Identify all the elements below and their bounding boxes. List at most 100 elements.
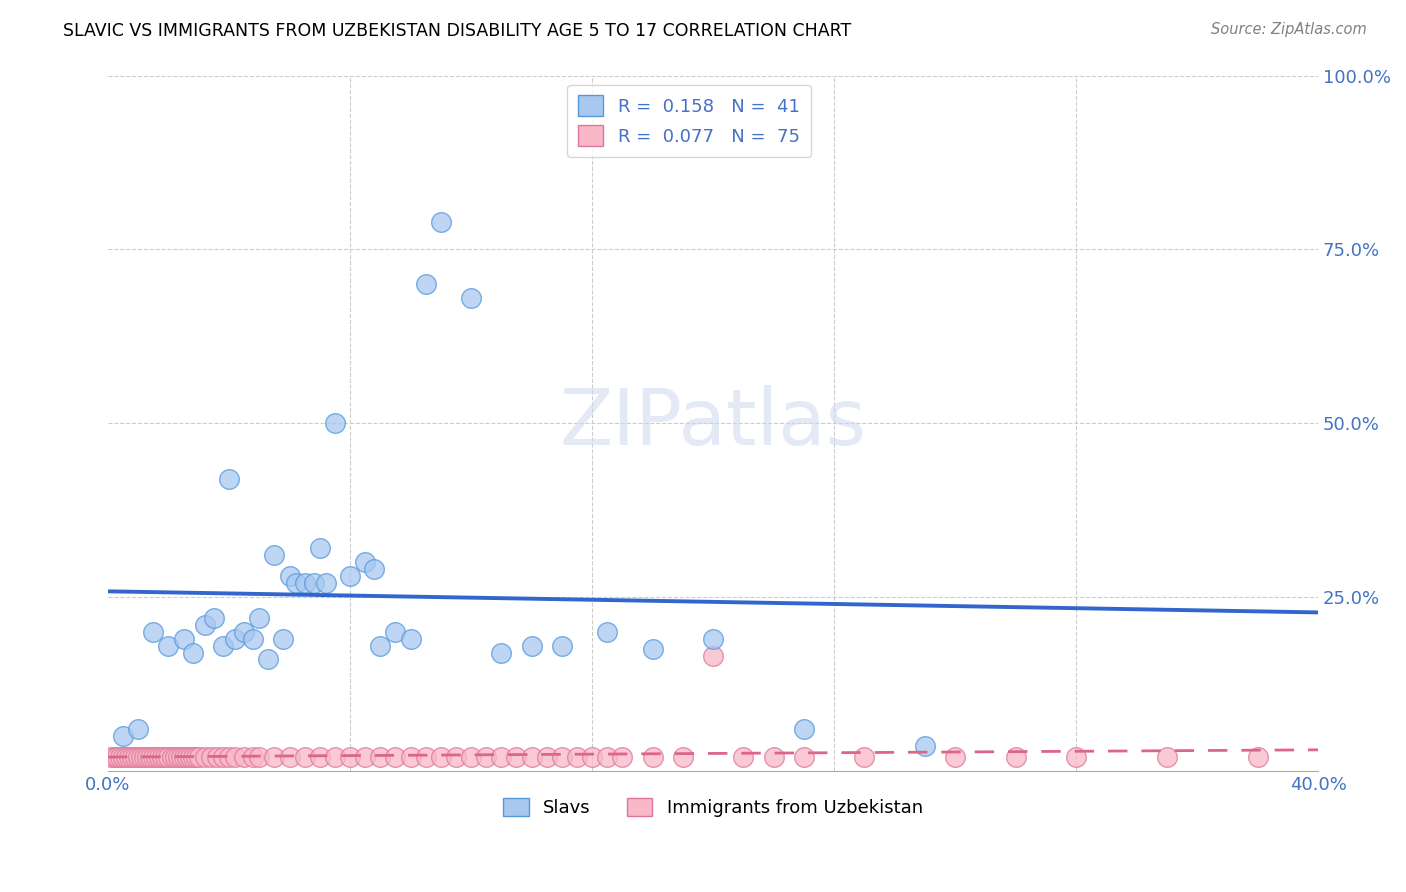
Point bbox=[127, 749, 149, 764]
Point bbox=[384, 749, 406, 764]
Point bbox=[148, 749, 170, 764]
Point bbox=[460, 291, 482, 305]
Point bbox=[127, 722, 149, 736]
Point bbox=[233, 624, 256, 639]
Point bbox=[415, 277, 437, 291]
Point bbox=[166, 749, 188, 764]
Point bbox=[179, 749, 201, 764]
Point bbox=[155, 749, 177, 764]
Point bbox=[136, 749, 159, 764]
Point bbox=[200, 749, 222, 764]
Point bbox=[1156, 749, 1178, 764]
Point bbox=[294, 576, 316, 591]
Point bbox=[278, 569, 301, 583]
Point bbox=[302, 576, 325, 591]
Point bbox=[121, 749, 143, 764]
Point bbox=[612, 749, 634, 764]
Point bbox=[112, 729, 135, 743]
Point bbox=[263, 749, 285, 764]
Point bbox=[1004, 749, 1026, 764]
Point bbox=[242, 632, 264, 646]
Point bbox=[242, 749, 264, 764]
Point bbox=[702, 648, 724, 663]
Point bbox=[323, 416, 346, 430]
Point bbox=[581, 749, 603, 764]
Point bbox=[205, 749, 228, 764]
Point bbox=[263, 548, 285, 562]
Point bbox=[444, 749, 467, 764]
Point bbox=[853, 749, 876, 764]
Point bbox=[247, 611, 270, 625]
Point bbox=[100, 749, 122, 764]
Point bbox=[224, 749, 246, 764]
Point bbox=[368, 749, 391, 764]
Point bbox=[308, 541, 330, 556]
Text: SLAVIC VS IMMIGRANTS FROM UZBEKISTAN DISABILITY AGE 5 TO 17 CORRELATION CHART: SLAVIC VS IMMIGRANTS FROM UZBEKISTAN DIS… bbox=[63, 22, 852, 40]
Point bbox=[551, 749, 574, 764]
Point bbox=[323, 749, 346, 764]
Point bbox=[702, 632, 724, 646]
Point bbox=[112, 749, 135, 764]
Point bbox=[194, 617, 217, 632]
Point bbox=[247, 749, 270, 764]
Point bbox=[184, 749, 207, 764]
Point bbox=[943, 749, 966, 764]
Point bbox=[145, 749, 167, 764]
Point bbox=[339, 749, 361, 764]
Point bbox=[233, 749, 256, 764]
Point bbox=[429, 749, 451, 764]
Point bbox=[641, 642, 664, 657]
Point bbox=[115, 749, 138, 764]
Point bbox=[505, 749, 527, 764]
Point bbox=[163, 749, 186, 764]
Point bbox=[212, 749, 235, 764]
Point bbox=[384, 624, 406, 639]
Point bbox=[565, 749, 588, 764]
Point bbox=[278, 749, 301, 764]
Point bbox=[793, 749, 815, 764]
Point bbox=[520, 749, 543, 764]
Point bbox=[429, 214, 451, 228]
Point bbox=[733, 749, 755, 764]
Point bbox=[218, 472, 240, 486]
Point bbox=[354, 749, 377, 764]
Point bbox=[124, 749, 146, 764]
Point bbox=[793, 722, 815, 736]
Point bbox=[294, 749, 316, 764]
Point bbox=[181, 749, 204, 764]
Point bbox=[641, 749, 664, 764]
Point bbox=[475, 749, 498, 764]
Point bbox=[339, 569, 361, 583]
Point bbox=[108, 749, 131, 764]
Point bbox=[1246, 749, 1268, 764]
Point bbox=[176, 749, 198, 764]
Point bbox=[308, 749, 330, 764]
Point bbox=[368, 639, 391, 653]
Point bbox=[536, 749, 558, 764]
Point bbox=[194, 749, 217, 764]
Point bbox=[142, 749, 165, 764]
Point bbox=[762, 749, 785, 764]
Point bbox=[224, 632, 246, 646]
Point bbox=[363, 562, 385, 576]
Text: Source: ZipAtlas.com: Source: ZipAtlas.com bbox=[1211, 22, 1367, 37]
Point bbox=[129, 749, 152, 764]
Point bbox=[1064, 749, 1087, 764]
Point bbox=[118, 749, 141, 764]
Point bbox=[157, 639, 180, 653]
Point bbox=[914, 739, 936, 754]
Point bbox=[257, 652, 280, 666]
Point bbox=[139, 749, 162, 764]
Point bbox=[103, 749, 125, 764]
Point bbox=[173, 749, 195, 764]
Point bbox=[596, 749, 619, 764]
Point bbox=[672, 749, 695, 764]
Point bbox=[315, 576, 337, 591]
Point bbox=[212, 639, 235, 653]
Point bbox=[460, 749, 482, 764]
Point bbox=[491, 646, 513, 660]
Point bbox=[415, 749, 437, 764]
Point bbox=[181, 646, 204, 660]
Point bbox=[399, 749, 422, 764]
Point bbox=[551, 639, 574, 653]
